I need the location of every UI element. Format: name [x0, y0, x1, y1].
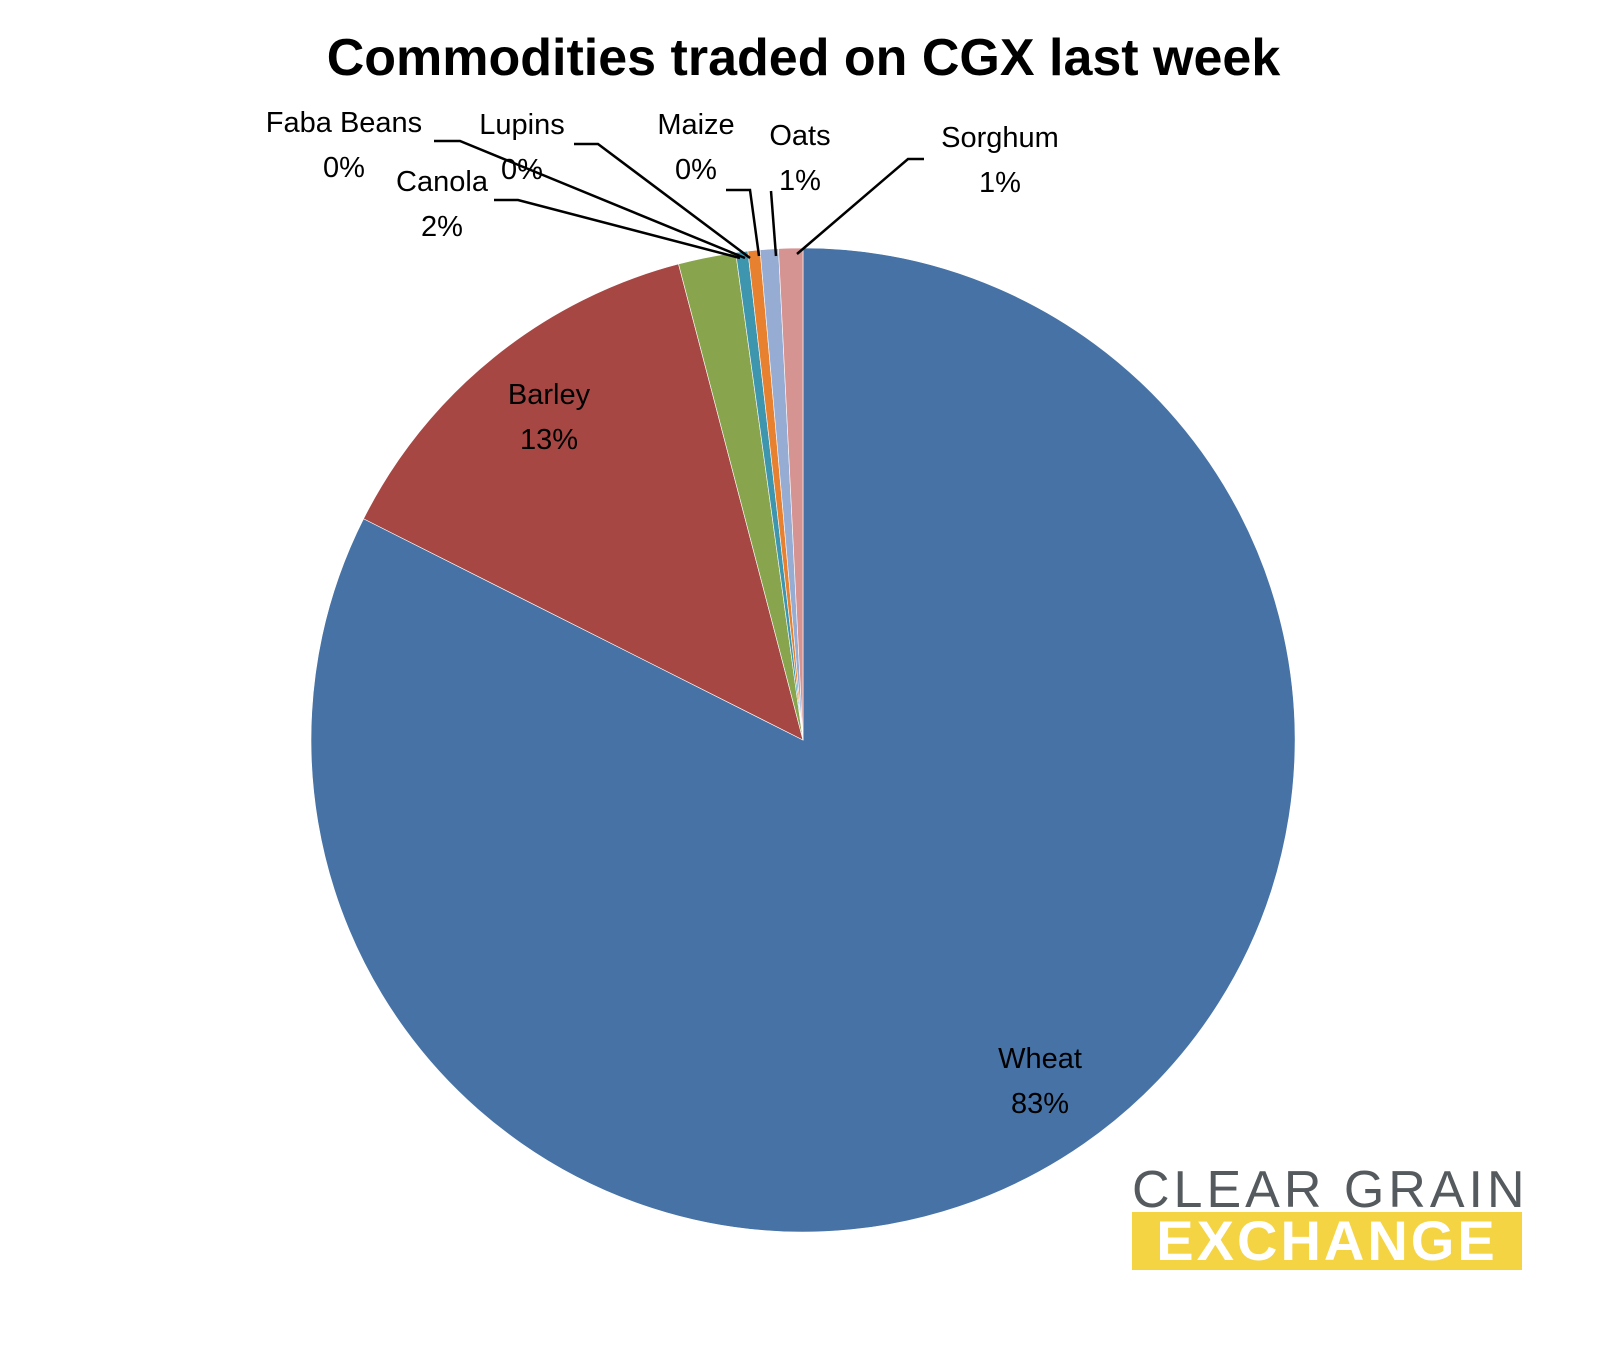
slice-label-maize: Maize	[657, 109, 734, 141]
logo-text-exchange: EXCHANGE	[1132, 1212, 1522, 1270]
clear-grain-exchange-logo: CLEAR GRAIN EXCHANGE	[1132, 1160, 1525, 1280]
chart-title: Commodities traded on CGX last week	[326, 29, 1281, 87]
slice-label-wheat: Wheat	[998, 1043, 1082, 1075]
data-labels: Wheat 83% Barley 13% Canola 2% Faba Beans 0% Lup…	[266, 107, 1082, 1120]
leader-line-canola	[494, 198, 741, 260]
slice-label-canola: Canola	[396, 166, 489, 198]
slice-percent-canola: 2%	[421, 211, 463, 243]
slice-percent-wheat: 83%	[1011, 1088, 1069, 1120]
slice-label-oats: Oats	[769, 120, 830, 152]
leader-lines	[434, 139, 924, 260]
slice-label-lupins: Lupins	[479, 109, 564, 141]
slice-percent-barley: 13%	[520, 424, 578, 456]
pie-slices	[310, 247, 1296, 1233]
slice-percent-maize: 0%	[675, 154, 717, 186]
slice-label-sorghum: Sorghum	[941, 122, 1059, 154]
leader-line-maize	[726, 188, 761, 257]
pie-slice-barley	[363, 263, 804, 741]
slice-percent-sorghum: 1%	[979, 167, 1021, 199]
leader-line-sorghum	[796, 157, 924, 255]
slice-label-barley: Barley	[508, 379, 591, 411]
slice-percent-lupins: 0%	[501, 154, 543, 186]
leader-line-faba-beans	[434, 139, 746, 260]
logo-text-clear-grain: CLEAR GRAIN	[1132, 1161, 1529, 1219]
slice-percent-faba-beans: 0%	[323, 152, 365, 184]
leader-line-oats	[769, 190, 778, 257]
leader-line-lupins	[574, 142, 751, 259]
slice-percent-oats: 1%	[779, 165, 821, 197]
slice-label-faba-beans: Faba Beans	[266, 107, 422, 139]
